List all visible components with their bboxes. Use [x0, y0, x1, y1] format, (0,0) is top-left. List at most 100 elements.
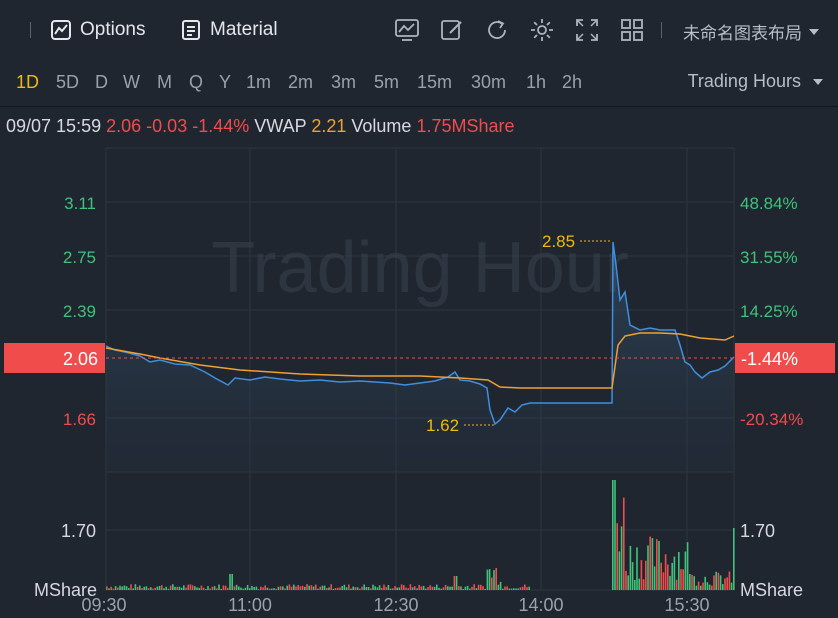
- options-button[interactable]: Options: [50, 16, 145, 44]
- volume-bar: [194, 586, 196, 590]
- material-button[interactable]: Material: [180, 16, 278, 44]
- volume-bar: [733, 528, 735, 590]
- volume-bar: [427, 587, 429, 590]
- volume-bar: [136, 586, 139, 590]
- period-3m[interactable]: 3m: [331, 72, 357, 92]
- volume-bar: [691, 574, 693, 590]
- period-5m[interactable]: 5m: [374, 72, 400, 92]
- volume-bar: [411, 587, 414, 590]
- volume-bar: [354, 587, 357, 590]
- volume-bar: [185, 587, 187, 590]
- volume-bar: [286, 585, 288, 590]
- period-15m[interactable]: 15m: [417, 72, 453, 92]
- volume-bar: [337, 587, 339, 590]
- volume-bar: [321, 585, 324, 590]
- time-tick: 11:00: [228, 595, 272, 615]
- period-30m[interactable]: 30m: [471, 72, 507, 92]
- volume-bar: [645, 560, 647, 590]
- volume-bar: [326, 588, 328, 590]
- volume-bar: [273, 588, 275, 590]
- period-q[interactable]: Q: [189, 72, 204, 92]
- volume-bar: [183, 585, 185, 590]
- volume-bar: [669, 575, 671, 590]
- volume-bar: [473, 584, 475, 590]
- volume-bar: [638, 578, 640, 590]
- volume-bar: [365, 587, 368, 590]
- price-area: [106, 242, 734, 472]
- volume-bar: [455, 576, 458, 590]
- volume-bar: [227, 587, 229, 590]
- fullscreen-icon[interactable]: [574, 17, 600, 43]
- volume-bar: [418, 584, 420, 590]
- refresh-icon[interactable]: [484, 17, 510, 43]
- volume-bar: [262, 587, 264, 590]
- volume-axis-left-unit: MShare: [34, 580, 97, 600]
- volume-bar: [378, 585, 381, 590]
- period-w[interactable]: W: [123, 72, 140, 92]
- volume-bar: [359, 588, 361, 590]
- volume-bar: [693, 576, 695, 590]
- volume-bar: [425, 588, 427, 590]
- grid-layout-icon[interactable]: [619, 17, 645, 43]
- period-y[interactable]: Y: [219, 72, 232, 92]
- volume-bar: [409, 584, 412, 590]
- volume-bar: [222, 585, 225, 590]
- volume-bar: [141, 588, 143, 590]
- settings-gear-icon[interactable]: [529, 17, 555, 43]
- volume-bar: [189, 584, 192, 590]
- current-pct-badge-right: -1.44%: [735, 343, 835, 373]
- draw-edit-icon[interactable]: [439, 17, 465, 43]
- volume-bar: [647, 545, 649, 590]
- period-m[interactable]: M: [157, 72, 172, 92]
- volume-bar: [191, 585, 194, 590]
- trading-hours-dropdown[interactable]: Trading Hours: [688, 71, 824, 92]
- document-icon: [182, 20, 200, 40]
- volume-bar: [660, 562, 662, 590]
- volume-bar: [620, 526, 623, 590]
- volume-bar: [682, 569, 684, 590]
- volume-bar: [356, 587, 359, 590]
- volume-bar: [348, 584, 350, 590]
- period-5d[interactable]: 5D: [56, 72, 80, 92]
- left-axis-tick: 2.75: [63, 248, 96, 267]
- volume-bar: [460, 586, 462, 590]
- volume-bar: [257, 589, 260, 590]
- volume-bar: [447, 586, 449, 590]
- volume-bar: [484, 588, 486, 590]
- volume-bar: [132, 588, 134, 590]
- layout-dropdown[interactable]: 未命名图表布局: [683, 19, 820, 44]
- volume-bar: [339, 587, 341, 590]
- volume-bar: [398, 587, 401, 590]
- volume-bar: [323, 585, 326, 590]
- period-d[interactable]: D: [95, 72, 108, 92]
- volume-bar: [264, 585, 266, 590]
- volume-bar: [244, 587, 247, 590]
- volume-bar: [422, 585, 425, 590]
- indicator-chart-icon[interactable]: [394, 17, 420, 43]
- volume-bar: [361, 586, 363, 590]
- volume-bar: [407, 588, 409, 590]
- current-pct-badge-text: -1.44%: [741, 349, 798, 369]
- volume-bar: [466, 585, 469, 590]
- caret-down-icon: [813, 79, 823, 85]
- period-2h[interactable]: 2h: [562, 72, 583, 92]
- volume-bar: [475, 588, 478, 590]
- volume-bar: [414, 586, 416, 590]
- volume-bar: [462, 589, 464, 590]
- volume-bar: [158, 586, 161, 590]
- period-2m[interactable]: 2m: [288, 72, 314, 92]
- volume-bar: [224, 585, 227, 590]
- volume-bar: [429, 585, 431, 590]
- period-1h[interactable]: 1h: [526, 72, 547, 92]
- period-1m[interactable]: 1m: [246, 72, 272, 92]
- period-1d[interactable]: 1D: [16, 72, 40, 92]
- vwap-label: VWAP: [254, 116, 307, 136]
- volume-bar: [436, 584, 438, 590]
- volume-bar: [317, 588, 319, 590]
- volume-bar: [134, 584, 137, 590]
- time-axis: 09:30 11:00 12:30 14:00 15:30: [81, 595, 709, 615]
- left-price-axis: 3.11 2.75 2.39 1.66: [63, 194, 96, 429]
- volume-bar: [205, 589, 207, 590]
- volume-bar: [308, 585, 310, 590]
- volume-bar: [649, 536, 651, 590]
